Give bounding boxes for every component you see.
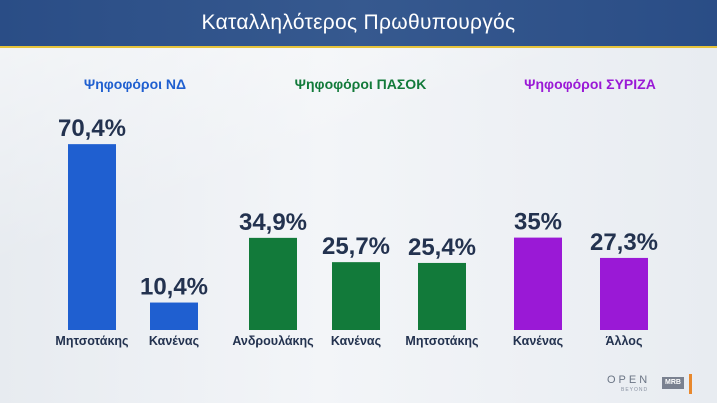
bar-1: [150, 302, 198, 330]
value-label-1: 10,4%: [140, 274, 208, 301]
category-label-6: Άλλος: [606, 334, 643, 348]
logo-beyond-text: BEYOND: [621, 387, 649, 393]
group-label-syriza: Ψηφοφόροι ΣΥΡΙΖΑ: [524, 76, 656, 92]
value-label-6: 27,3%: [590, 229, 658, 256]
category-label-2: Ανδρουλάκης: [232, 334, 313, 348]
bar-5: [514, 237, 562, 330]
group-label-nd: Ψηφοφόροι ΝΔ: [83, 76, 187, 92]
group-label-pasok: Ψηφοφόροι ΠΑΣΟΚ: [294, 76, 427, 92]
mrb-logo: MRB: [662, 377, 684, 389]
value-label-3: 25,7%: [322, 233, 390, 260]
category-label-5: Κανένας: [513, 334, 563, 348]
category-label-0: Μητσοτάκης: [55, 334, 128, 348]
value-label-0: 70,4%: [58, 115, 126, 142]
value-label-2: 34,9%: [239, 209, 307, 236]
logo-accent-bar: [689, 374, 692, 394]
bar-2: [249, 237, 297, 330]
category-label-4: Μητσοτάκης: [405, 334, 478, 348]
category-label-1: Κανένας: [149, 334, 199, 348]
chart-title: Καταλληλότερος Πρωθυπουργός: [201, 11, 516, 34]
title-bar: Καταλληλότερος Πρωθυπουργός: [0, 0, 717, 48]
broadcaster-logo: OPEN BEYOND MRB: [607, 374, 697, 396]
bar-0: [68, 144, 116, 330]
bar-4: [418, 262, 466, 330]
category-label-3: Κανένας: [331, 334, 381, 348]
bar-3: [332, 262, 380, 330]
value-label-5: 35%: [514, 209, 562, 236]
logo-open-text: OPEN: [607, 374, 651, 386]
value-label-4: 25,4%: [408, 234, 476, 261]
bar-6: [600, 257, 648, 330]
